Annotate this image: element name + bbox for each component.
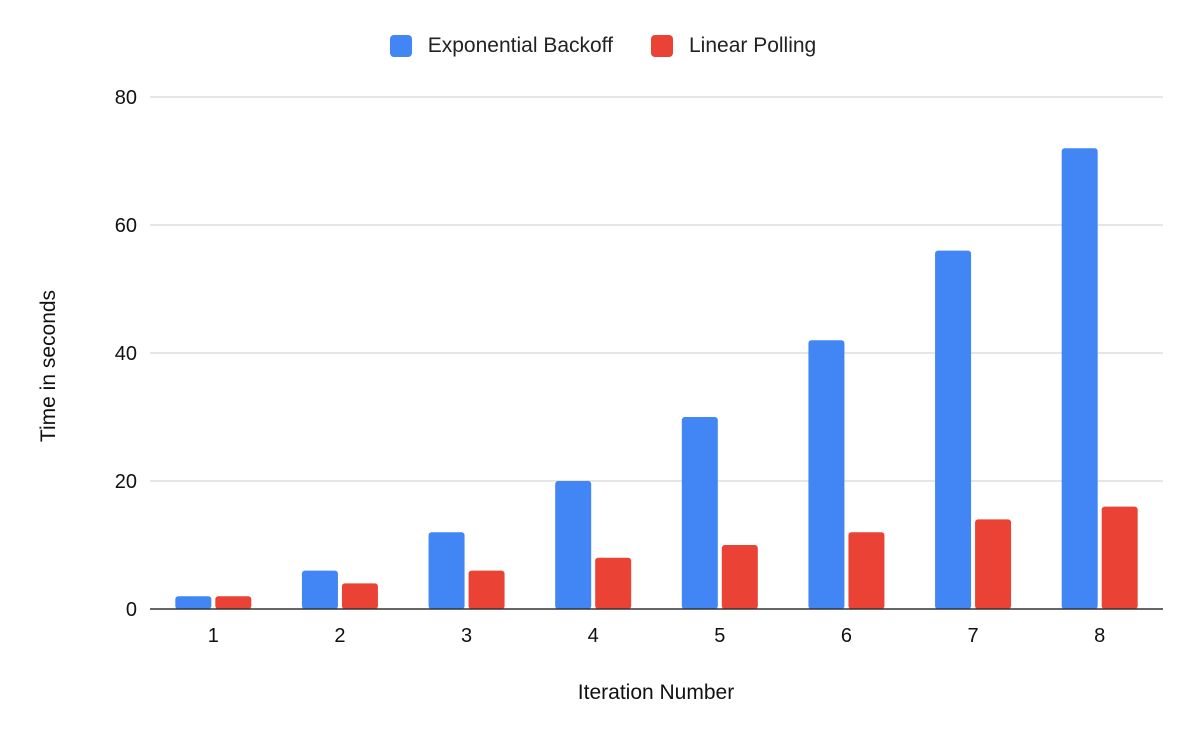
legend-swatch-linear-polling	[650, 35, 673, 57]
x-tick-label: 2	[334, 625, 345, 647]
x-tick-label: 4	[588, 625, 599, 647]
gridlines	[150, 96, 1163, 482]
bar-exponential-backoff-5	[681, 417, 718, 609]
bar-linear-polling-4	[595, 557, 632, 609]
legend-swatch-exponential-backoff	[389, 35, 412, 57]
y-axis-title: Time in seconds	[37, 290, 60, 442]
x-tick-label: 1	[208, 625, 219, 647]
bar-exponential-backoff-1	[175, 596, 212, 609]
x-axis-title: Iteration Number	[578, 681, 734, 704]
legend-item-linear-polling[interactable]: Linear Polling	[645, 34, 816, 58]
x-tick-label: 3	[461, 625, 472, 647]
bar-linear-polling-8	[1101, 506, 1138, 609]
x-tick-label: 6	[841, 625, 852, 647]
x-axis-ticks: 1 2 3 4 5 6 7 8	[208, 625, 1106, 647]
legend-item-exponential-backoff[interactable]: Exponential Backoff	[384, 34, 613, 58]
bar-exponential-backoff-7	[935, 250, 972, 609]
bar-linear-polling-6	[848, 532, 885, 609]
y-axis-ticks: 0 20 40 60 80	[115, 87, 137, 621]
bar-exponential-backoff-8	[1061, 148, 1098, 609]
bar-linear-polling-7	[975, 519, 1012, 609]
bars	[175, 148, 1138, 609]
bar-linear-polling-3	[468, 570, 505, 609]
y-tick-label: 20	[115, 471, 137, 493]
bar-exponential-backoff-3	[428, 532, 465, 609]
bar-exponential-backoff-6	[808, 340, 845, 609]
y-tick-label: 0	[126, 599, 137, 621]
y-tick-label: 40	[115, 343, 137, 365]
bar-linear-polling-2	[341, 583, 378, 609]
x-tick-label: 8	[1094, 625, 1105, 647]
x-tick-label: 7	[968, 625, 979, 647]
bar-linear-polling-5	[721, 545, 758, 609]
x-tick-label: 5	[714, 625, 725, 647]
y-tick-label: 80	[115, 87, 137, 109]
y-tick-label: 60	[115, 215, 137, 237]
legend-label-exponential-backoff: Exponential Backoff	[427, 34, 613, 57]
bar-linear-polling-1	[215, 596, 252, 609]
bar-exponential-backoff-4	[555, 481, 592, 609]
legend-label-linear-polling: Linear Polling	[688, 34, 817, 57]
bar-exponential-backoff-2	[301, 570, 338, 609]
chart-legend: Exponential Backoff Linear Polling	[0, 34, 1200, 58]
